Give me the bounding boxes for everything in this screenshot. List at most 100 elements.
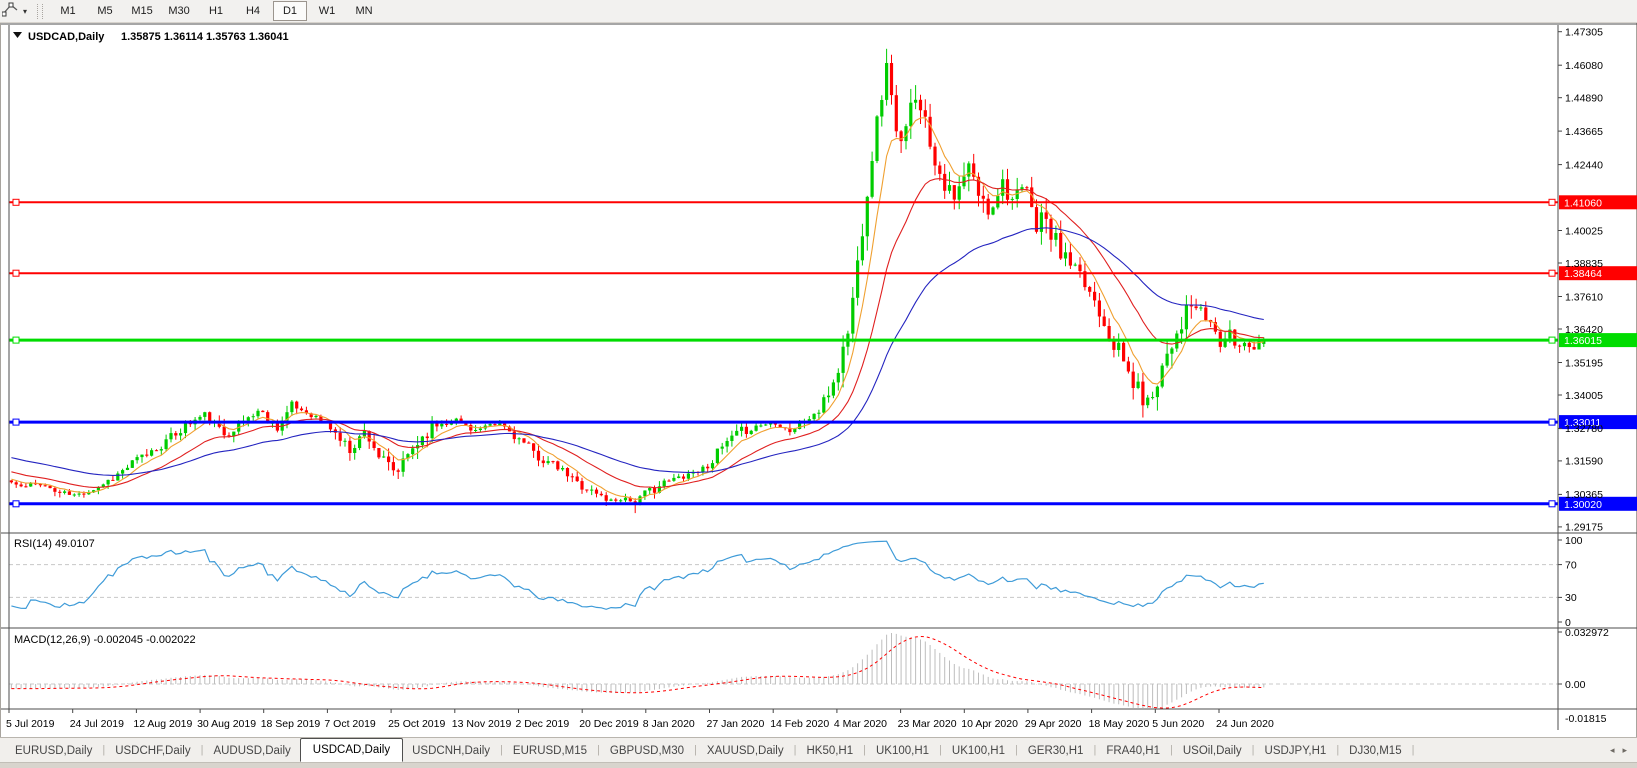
tab-separator: | — [1014, 744, 1018, 756]
tab-eurusd-daily[interactable]: EURUSD,Daily — [15, 745, 93, 757]
timeframe-button-m5[interactable]: M5 — [97, 5, 113, 17]
chart-selector-triangle[interactable] — [13, 32, 22, 38]
line-handle — [1548, 418, 1556, 426]
moving-average-lines — [11, 117, 1264, 501]
timeframe-button-h4[interactable]: H4 — [245, 5, 261, 17]
date-axis-label: 5 Jul 2019 — [6, 718, 55, 730]
price-axis-label: 1.42440 — [1565, 159, 1603, 171]
date-axis-label: 29 Apr 2020 — [1025, 718, 1082, 730]
tab-separator: | — [1336, 744, 1340, 756]
date-axis-label: 24 Jul 2019 — [70, 718, 124, 730]
price-axis-label: 1.46080 — [1565, 60, 1603, 72]
macd-label: MACD(12,26,9) -0.002045 -0.002022 — [14, 634, 196, 646]
timeframe-button-w1[interactable]: W1 — [318, 5, 336, 17]
drawing-tool-icon[interactable] — [1, 1, 20, 22]
price-badge: 1.38464 — [1564, 268, 1602, 280]
price-badge: 1.30020 — [1564, 499, 1602, 511]
timeframe-button-m30[interactable]: M30 — [168, 5, 190, 17]
tab-separator: | — [102, 744, 106, 756]
tab-fra40-h1[interactable]: FRA40,H1 — [1106, 745, 1160, 757]
date-axis-label: 25 Oct 2019 — [388, 718, 445, 730]
timeframe-button-m1[interactable]: M1 — [60, 5, 76, 17]
price-axis-label: 1.47305 — [1565, 27, 1603, 39]
tab-separator: | — [1251, 744, 1255, 756]
chart-title: USDCAD,Daily 1.35875 1.36114 1.35763 1.3… — [13, 31, 289, 43]
ma-line-medium — [11, 178, 1264, 489]
rsi-line — [11, 540, 1264, 610]
line-handle — [1548, 500, 1556, 508]
status-strip — [0, 762, 1637, 768]
tab-dj30-m15[interactable]: DJ30,M15 — [1349, 745, 1402, 757]
tab-xauusd-daily[interactable]: XAUUSD,Daily — [706, 745, 784, 757]
date-axis-label: 24 Jun 2020 — [1216, 718, 1274, 730]
rsi-axis-label: 30 — [1565, 592, 1577, 604]
tab-separator: | — [1170, 744, 1173, 756]
tab-separator: | — [863, 744, 866, 756]
price-badge: 1.33011 — [1564, 417, 1601, 429]
tab-usdcnh-daily[interactable]: USDCNH,Daily — [412, 745, 491, 757]
ma-line-slow — [11, 227, 1264, 476]
tab-usdchf-daily[interactable]: USDCHF,Daily — [115, 745, 191, 757]
top-toolbar: ▾ M1 M5 M15 M30 H1 H4 D1 W1 MN — [0, 0, 1637, 23]
tab-hk50-h1[interactable]: HK50,H1 — [806, 745, 854, 757]
tab-eurusd-m15[interactable]: EURUSD,M15 — [512, 745, 588, 757]
date-axis[interactable]: 5 Jul 2019 24 Jul 2019 12 Aug 2019 30 Aug 2… — [6, 709, 1274, 730]
tab-usdcad-daily[interactable]: USDCAD,Daily — [299, 738, 404, 762]
timeframe-button-h1[interactable]: H1 — [208, 5, 224, 17]
price-axis-label: 1.29175 — [1565, 522, 1603, 534]
tab-separator: | — [1093, 744, 1097, 756]
date-axis-label: 18 Sep 2019 — [261, 718, 321, 730]
date-axis-label: 14 Feb 2020 — [770, 718, 829, 730]
date-axis-label: 23 Mar 2020 — [898, 718, 957, 730]
date-axis-label: 30 Aug 2019 — [197, 718, 256, 730]
date-axis-label: 4 Mar 2020 — [834, 718, 887, 730]
horizontal-level-lines[interactable] — [9, 198, 1558, 508]
price-badge: 1.36015 — [1564, 335, 1602, 347]
price-axis-label: 1.37610 — [1565, 291, 1603, 303]
pane-borders — [1, 23, 1637, 730]
tab-ger30-h1[interactable]: GER30,H1 — [1027, 745, 1084, 757]
price-axis-label: 1.38835 — [1565, 258, 1603, 270]
price-axis: 1.41060 1.38464 1.36015 1.33011 1.30020 1.473… — [1558, 27, 1637, 534]
date-axis-label: 10 Apr 2020 — [961, 718, 1018, 730]
date-axis-label: 18 May 2020 — [1089, 718, 1150, 730]
chart-window: 100 70 30 0 0.032972 0.00 -0.01815 1.41060 1.3… — [0, 23, 1637, 737]
macd-axis-label: 0.00 — [1565, 679, 1586, 691]
chart-title-symbol: USDCAD,Daily — [28, 31, 105, 43]
date-axis-label: 27 Jan 2020 — [707, 718, 765, 730]
caret-down-icon[interactable]: ▾ — [23, 6, 28, 16]
timeframe-button-d1[interactable]: D1 — [273, 1, 308, 21]
price-axis-label: 1.36420 — [1565, 324, 1603, 336]
macd-axis-label: 0.032972 — [1565, 627, 1609, 639]
date-axis-label: 8 Jan 2020 — [643, 718, 695, 730]
price-badge: 1.41060 — [1564, 197, 1602, 209]
tab-usdjpy-h1[interactable]: USDJPY,H1 — [1264, 745, 1327, 757]
line-handle — [12, 418, 20, 426]
chart-tabs-bar: EURUSD,Daily | USDCHF,Daily | AUDUSD,Daily US… — [0, 737, 1637, 762]
line-handle — [12, 336, 20, 344]
tab-audusd-daily[interactable]: AUDUSD,Daily — [213, 745, 291, 757]
chevron-left-icon[interactable]: ◂ — [1609, 744, 1615, 755]
macd-pane: 0.032972 0.00 -0.01815 — [9, 627, 1609, 725]
price-axis-label: 1.31590 — [1565, 456, 1603, 468]
rsi-axis-label: 0 — [1565, 617, 1571, 629]
tab-gbpusd-m30[interactable]: GBPUSD,M30 — [609, 745, 685, 757]
tab-separator: | — [793, 744, 797, 756]
timeframe-button-mn[interactable]: MN — [355, 5, 373, 17]
tab-uk100-h1[interactable]: UK100,H1 — [876, 745, 930, 757]
rsi-pane: 100 70 30 0 — [9, 535, 1583, 629]
timeframe-toolbar: M1 M5 M15 M30 H1 H4 D1 W1 MN — [51, 1, 381, 21]
timeframe-button-m15[interactable]: M15 — [131, 5, 153, 17]
chevron-right-icon[interactable]: ▸ — [1622, 744, 1627, 755]
line-handle — [12, 500, 20, 508]
tab-separator: | — [200, 744, 204, 756]
price-axis-label: 1.32780 — [1565, 423, 1603, 435]
price-chart: 100 70 30 0 0.032972 0.00 -0.01815 1.41060 1.3… — [1, 23, 1637, 730]
tab-separator: | — [1411, 744, 1415, 756]
tab-usoil-daily[interactable]: USOil,Daily — [1182, 745, 1242, 757]
price-axis-label: 1.34005 — [1565, 390, 1603, 402]
price-axis-label: 1.40025 — [1565, 225, 1603, 237]
price-axis-label: 1.35195 — [1565, 357, 1603, 369]
rsi-axis-label: 100 — [1565, 535, 1583, 547]
tab-uk100-h1[interactable]: UK100,H1 — [951, 745, 1005, 757]
